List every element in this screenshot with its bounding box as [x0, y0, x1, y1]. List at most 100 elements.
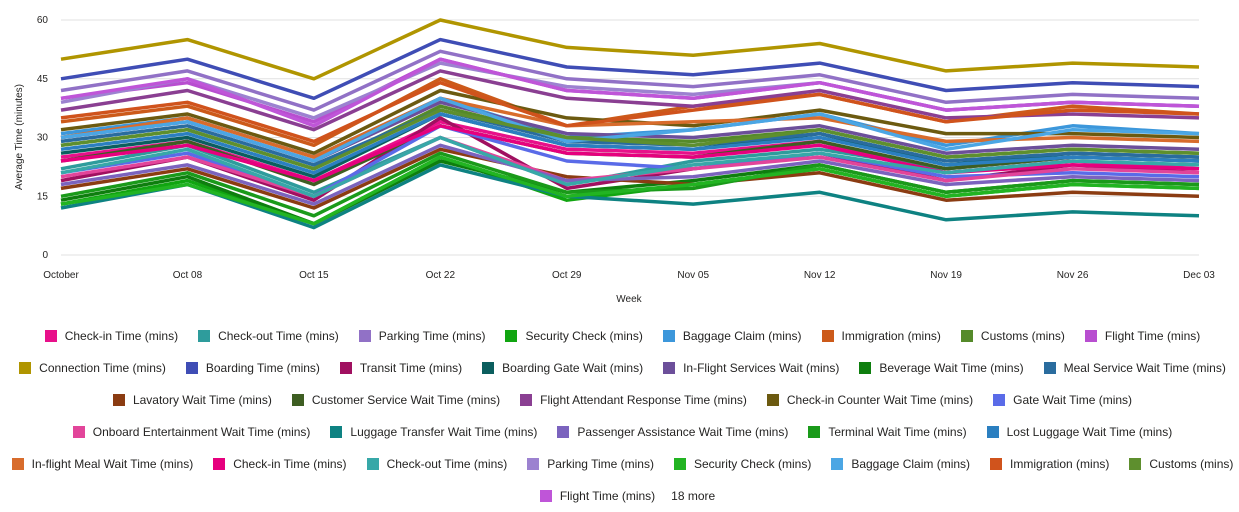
y-tick-label: 45	[37, 74, 49, 85]
line-chart: 0 15 30 45 60 October Oct 08 Oct 15 Oct 22 Oct 2…	[14, 15, 1215, 305]
legend-item[interactable]: Beverage Wait Time (mins)	[859, 361, 1024, 375]
x-tick-label: Oct 08	[173, 270, 203, 281]
series-line[interactable]	[60, 108, 1200, 167]
series-lines	[60, 18, 1200, 230]
y-axis-title: Average Time (minutes)	[14, 84, 25, 190]
legend-item[interactable]: Check-out Time (mins)	[366, 457, 508, 471]
legend-label: Parking Time (mins)	[378, 329, 486, 343]
legend-label: Immigration (mins)	[841, 329, 941, 343]
legend-item[interactable]: Onboard Entertainment Wait Time (mins)	[72, 425, 310, 439]
legend-label: Boarding Time (mins)	[205, 361, 320, 375]
series-line[interactable]	[60, 147, 1200, 210]
legend-item[interactable]: Customs (mins)	[960, 329, 1065, 343]
legend-label: Check-out Time (mins)	[386, 457, 508, 471]
legend-item[interactable]: In-flight Meal Wait Time (mins)	[11, 457, 194, 471]
legend-row: Flight Time (mins) 18 more	[10, 480, 1235, 512]
series-line[interactable]	[60, 135, 1200, 199]
legend-swatch	[72, 426, 85, 438]
legend-item[interactable]: Check-in Time (mins)	[44, 329, 179, 343]
legend-item[interactable]: Terminal Wait Time (mins)	[808, 425, 967, 439]
legend-item[interactable]: Flight Time (mins)	[1084, 329, 1201, 343]
legend-swatch	[766, 394, 779, 406]
legend-label: Customs (mins)	[1149, 457, 1234, 471]
legend-swatch	[520, 394, 533, 406]
legend-item[interactable]: Connection Time (mins)	[19, 361, 166, 375]
x-tick-label: Dec 03	[1183, 270, 1215, 281]
legend-swatch	[482, 362, 495, 374]
series-line[interactable]	[60, 77, 1200, 148]
legend-item[interactable]: Security Check (mins)	[673, 457, 812, 471]
legend-label: In-flight Meal Wait Time (mins)	[31, 457, 194, 471]
legend-item[interactable]: Baggage Claim (mins)	[662, 329, 802, 343]
series-line[interactable]	[60, 18, 1200, 81]
legend-item[interactable]: Gate Wait Time (mins)	[993, 393, 1132, 407]
legend-item[interactable]: Lost Luggage Wait Time (mins)	[986, 425, 1172, 439]
y-tick-label: 60	[37, 15, 49, 26]
x-tick-label: Oct 15	[299, 270, 329, 281]
legend-item[interactable]: Check-in Time (mins)	[213, 457, 347, 471]
legend-item[interactable]: Immigration (mins)	[821, 329, 941, 343]
legend-item[interactable]: Check-in Counter Wait Time (mins)	[766, 393, 974, 407]
legend-item[interactable]: Baggage Claim (mins)	[831, 457, 970, 471]
series-line[interactable]	[60, 155, 1200, 226]
legend-label: Check-in Counter Wait Time (mins)	[786, 393, 974, 407]
legend-label: Check-in Time (mins)	[233, 457, 347, 471]
legend-label: Connection Time (mins)	[39, 361, 166, 375]
legend-swatch	[673, 458, 686, 470]
series-line[interactable]	[60, 96, 1200, 163]
series-line[interactable]	[60, 49, 1200, 112]
series-line[interactable]	[60, 112, 1200, 175]
legend-item[interactable]: Parking Time (mins)	[527, 457, 654, 471]
legend-swatch	[112, 394, 125, 406]
legend-swatch	[539, 490, 552, 502]
x-tick-label: Nov 19	[930, 270, 962, 281]
legend-item[interactable]: Security Check (mins)	[505, 329, 643, 343]
legend-item[interactable]: Parking Time (mins)	[358, 329, 486, 343]
series-line[interactable]	[60, 163, 1200, 230]
legend-item[interactable]: Customs (mins)	[1129, 457, 1233, 471]
legend-item[interactable]: Check-out Time (mins)	[198, 329, 339, 343]
legend-label: Immigration (mins)	[1010, 457, 1110, 471]
legend-item[interactable]: Boarding Time (mins)	[185, 361, 320, 375]
series-line[interactable]	[60, 80, 1200, 144]
series-line[interactable]	[60, 88, 1200, 155]
legend-swatch	[358, 330, 371, 342]
x-tick-label: Oct 29	[552, 270, 582, 281]
legend-label: Flight Attendant Response Time (mins)	[540, 393, 747, 407]
legend-label: Check-out Time (mins)	[218, 329, 339, 343]
legend-swatch	[990, 458, 1003, 470]
legend-label: Baggage Claim (mins)	[682, 329, 802, 343]
series-line[interactable]	[60, 57, 1200, 128]
legend-label: Customs (mins)	[980, 329, 1065, 343]
x-tick-label: Nov 05	[677, 270, 709, 281]
series-line[interactable]	[60, 124, 1200, 183]
legend-row: Lavatory Wait Time (mins) Customer Servic…	[10, 384, 1235, 416]
legend-item[interactable]: Flight Time (mins)	[539, 489, 655, 503]
legend-swatch	[662, 330, 675, 342]
legend-item[interactable]: Passenger Assistance Wait Time (mins)	[557, 425, 788, 439]
legend-item[interactable]: Customer Service Wait Time (mins)	[291, 393, 500, 407]
series-line[interactable]	[60, 37, 1200, 101]
legend-label: Gate Wait Time (mins)	[1013, 393, 1133, 407]
legend-item[interactable]: Meal Service Wait Time (mins)	[1043, 361, 1226, 375]
legend-label: Parking Time (mins)	[547, 457, 654, 471]
legend-label: Baggage Claim (mins)	[851, 457, 971, 471]
legend-more-button[interactable]: 18 more	[671, 489, 716, 503]
series-line[interactable]	[60, 108, 1200, 171]
legend-item[interactable]: Immigration (mins)	[990, 457, 1109, 471]
legend-item[interactable]: Luggage Transfer Wait Time (mins)	[330, 425, 537, 439]
legend-label: Check-in Time (mins)	[64, 329, 179, 343]
legend-label: Security Check (mins)	[693, 457, 812, 471]
legend-item[interactable]: Lavatory Wait Time (mins)	[112, 393, 272, 407]
legend-item[interactable]: Transit Time (mins)	[339, 361, 462, 375]
legend-item[interactable]: Boarding Gate Wait (mins)	[482, 361, 643, 375]
legend-swatch	[960, 330, 973, 342]
legend-label: Passenger Assistance Wait Time (mins)	[577, 425, 789, 439]
legend-label: Flight Time (mins)	[1104, 329, 1201, 343]
series-line[interactable]	[60, 143, 1200, 206]
legend-swatch	[831, 458, 844, 470]
legend-item[interactable]: Flight Attendant Response Time (mins)	[520, 393, 747, 407]
y-axis-ticks: 0 15 30 45 60	[37, 15, 49, 261]
legend-item[interactable]: In-Flight Services Wait (mins)	[663, 361, 839, 375]
legend-swatch	[185, 362, 198, 374]
